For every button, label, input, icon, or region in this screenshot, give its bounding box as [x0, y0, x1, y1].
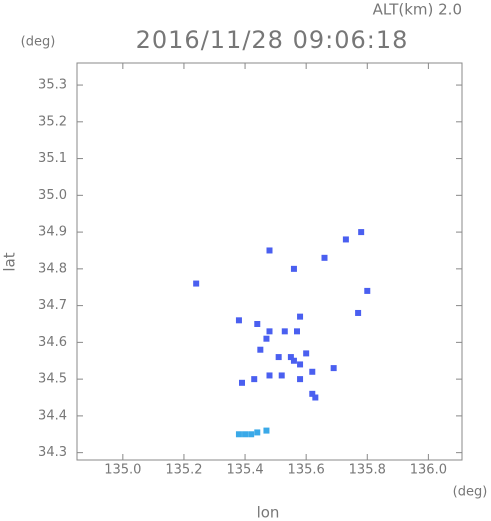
echo-point	[235, 431, 242, 438]
echo-point	[297, 313, 304, 320]
plot-frame	[76, 62, 463, 461]
echo-point	[263, 335, 270, 342]
x-tick-label: 135.4	[226, 463, 263, 478]
echo-point	[248, 431, 255, 438]
echo-point	[312, 394, 319, 401]
echo-point	[290, 357, 297, 364]
echo-point	[266, 328, 273, 335]
y-tick-label: 34.4	[38, 408, 67, 423]
y-tick-label: 35.1	[38, 151, 67, 166]
x-tick-label: 135.0	[104, 463, 141, 478]
y-tick-label: 34.9	[38, 225, 67, 240]
echo-point	[242, 431, 249, 438]
x-tick-label: 135.2	[165, 463, 202, 478]
y-tick-label: 35.0	[38, 188, 67, 203]
echo-point	[239, 379, 245, 386]
y-tick-label: 34.7	[38, 298, 67, 313]
echo-point	[364, 287, 371, 294]
echo-point	[321, 254, 328, 261]
echo-point	[251, 376, 258, 383]
y-tick-label: 34.6	[38, 335, 67, 350]
echo-point	[309, 368, 316, 375]
echo-point	[254, 429, 261, 436]
echo-point	[297, 361, 304, 368]
y-label: lat	[1, 252, 19, 271]
y-unit: (deg)	[21, 35, 56, 50]
y-tick-label: 34.8	[38, 261, 67, 276]
y-tick-label: 34.5	[38, 372, 67, 387]
echo-point	[266, 372, 273, 379]
echo-point	[330, 365, 337, 372]
x-tick-label: 135.6	[288, 463, 325, 478]
x-label: lon	[257, 504, 280, 521]
echo-point	[193, 280, 200, 287]
echo-point	[287, 354, 294, 361]
echo-point	[294, 328, 300, 335]
echo-point	[309, 390, 316, 397]
x-unit: (deg)	[453, 485, 488, 500]
echo-point	[342, 236, 349, 243]
echo-point	[278, 372, 285, 379]
echo-point	[266, 247, 273, 254]
echo-point	[297, 376, 304, 383]
echo-point	[281, 328, 288, 335]
chart-title: 2016/11/28 09:06:18	[136, 26, 409, 54]
echo-point	[263, 427, 270, 434]
echo-point	[235, 317, 242, 324]
y-tick-label: 35.2	[38, 114, 67, 129]
x-tick-label: 136.0	[410, 463, 447, 478]
echo-point	[257, 346, 264, 353]
echo-point	[275, 354, 282, 361]
echo-point	[254, 320, 261, 327]
y-tick-label: 35.3	[38, 78, 67, 93]
y-tick-label: 34.3	[38, 445, 67, 460]
echo-point	[290, 265, 297, 272]
alt-label: ALT(km) 2.0	[373, 1, 462, 19]
x-tick-label: 135.8	[349, 463, 386, 478]
echo-point	[355, 309, 362, 316]
echo-point	[303, 350, 310, 357]
echo-point	[358, 229, 365, 236]
